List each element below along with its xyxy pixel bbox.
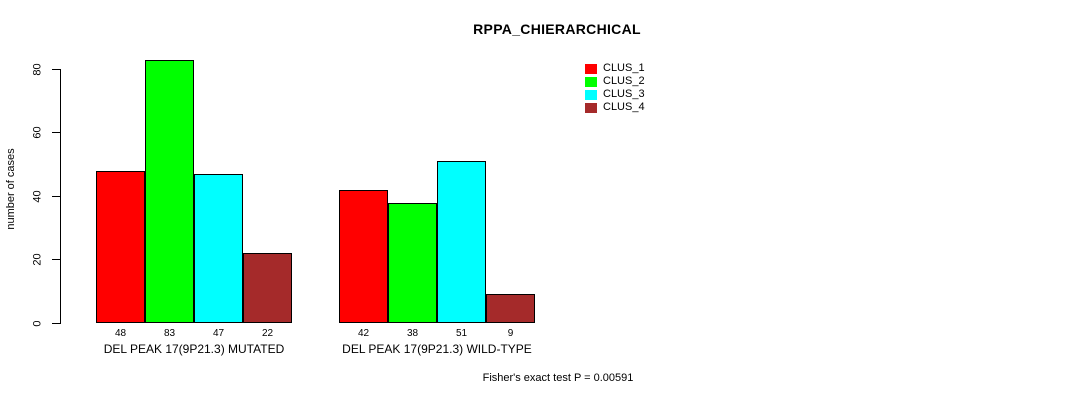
y-axis-line (60, 69, 61, 324)
bar-value-label: 48 (114, 328, 127, 339)
bar-value-label: 42 (357, 328, 370, 339)
legend-swatch-clus-3 (585, 89, 597, 100)
y-axis-tick-label: 20 (31, 253, 44, 266)
bar-clus-4 (486, 294, 535, 323)
y-axis-tick (52, 259, 60, 261)
y-axis-tick (52, 322, 60, 324)
bar-value-label: 51 (455, 328, 468, 339)
bar-clus-4 (243, 253, 292, 323)
legend-swatch-clus-2 (585, 76, 597, 87)
legend-label: CLUS_2 (603, 75, 645, 87)
legend-swatch-clus-1 (585, 63, 597, 74)
y-axis-tick (52, 132, 60, 134)
legend-label: CLUS_3 (603, 88, 645, 100)
y-axis-tick-label: 80 (31, 63, 44, 76)
category-label: DEL PEAK 17(9P21.3) WILD-TYPE (342, 342, 532, 356)
bar-value-label: 22 (261, 328, 274, 339)
bar-clus-3 (437, 161, 486, 323)
bar-value-label: 38 (406, 328, 419, 339)
legend-label: CLUS_1 (603, 62, 645, 74)
bar-clus-2 (388, 203, 437, 323)
legend-item: CLUS_1 (585, 62, 645, 75)
category-label: DEL PEAK 17(9P21.3) MUTATED (103, 342, 285, 356)
y-axis-tick (52, 68, 60, 70)
legend-item: CLUS_4 (585, 101, 645, 114)
y-axis-tick (52, 195, 60, 197)
chart-title: RPPA_CHIERARCHICAL (473, 21, 641, 37)
bar-value-label: 9 (507, 328, 514, 339)
legend-label: CLUS_4 (603, 101, 645, 113)
bar-value-label: 83 (163, 328, 176, 339)
bar-clus-1 (339, 190, 388, 323)
y-axis-tick-label: 0 (31, 319, 44, 327)
bar-clus-3 (194, 174, 243, 323)
legend: CLUS_1 CLUS_2 CLUS_3 CLUS_4 (585, 62, 645, 114)
legend-item: CLUS_3 (585, 88, 645, 101)
bar-clus-2 (145, 60, 194, 323)
bar-clus-1 (96, 171, 145, 323)
fisher-test-annotation: Fisher's exact test P = 0.00591 (482, 372, 634, 384)
y-axis-tick-label: 40 (31, 190, 44, 203)
bar-value-label: 47 (212, 328, 225, 339)
legend-swatch-clus-4 (585, 102, 597, 113)
legend-item: CLUS_2 (585, 75, 645, 88)
y-axis-tick-label: 60 (31, 126, 44, 139)
